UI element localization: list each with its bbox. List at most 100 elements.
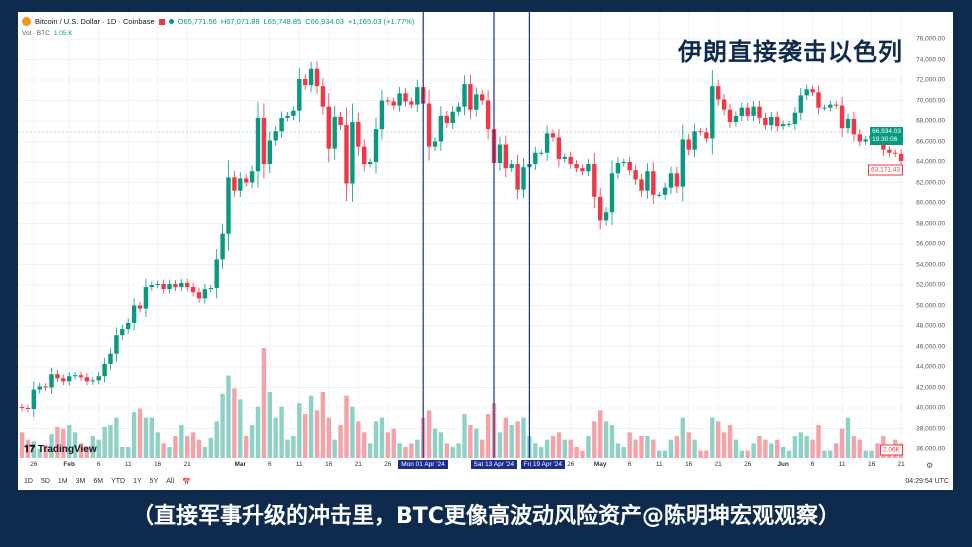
- candle: [804, 89, 809, 96]
- candle: [190, 287, 196, 293]
- y-tick-label: 60,000.00: [916, 199, 945, 207]
- range-button-6m[interactable]: 6M: [93, 478, 104, 485]
- volume-bar: [763, 439, 768, 458]
- event-date-label: Mon 01 Apr '24: [398, 460, 448, 469]
- volume-bar: [397, 443, 402, 458]
- candle: [680, 139, 685, 187]
- y-tick-label: 52,000.00: [916, 281, 945, 289]
- candle: [19, 406, 25, 408]
- candle: [869, 135, 874, 140]
- range-button-ytd[interactable]: YTD: [111, 478, 126, 485]
- candle: [444, 115, 449, 124]
- ohlc-change: +1,165.03 (+1.77%): [347, 17, 415, 26]
- candle: [379, 100, 385, 130]
- volume-bar: [586, 436, 591, 458]
- calendar-icon[interactable]: 📅: [182, 479, 191, 486]
- x-tick-label: 6: [627, 461, 632, 468]
- volume-bar: [167, 447, 172, 458]
- candle: [385, 100, 390, 102]
- candle: [426, 103, 432, 147]
- volume-bar: [161, 443, 166, 458]
- candle: [645, 171, 650, 191]
- volume-bar: [893, 439, 898, 458]
- candle: [137, 305, 143, 309]
- status-dot-icon: [168, 19, 174, 24]
- x-tick-label: Feb: [63, 461, 75, 468]
- candle: [102, 363, 107, 377]
- volume-bar: [356, 421, 361, 458]
- volume-bar: [721, 432, 727, 458]
- volume-bar: [350, 406, 355, 458]
- volume-bar: [108, 425, 113, 458]
- range-button-1d[interactable]: 1D: [24, 478, 33, 485]
- time-axis[interactable]: Mon 01 Apr '24 Sat 13 Apr '24 Fri 19 Apr '…: [18, 458, 905, 472]
- volume-bar: [822, 450, 827, 458]
- candle: [362, 146, 367, 165]
- volume-bar: [273, 417, 278, 458]
- volume-bar: [226, 375, 231, 458]
- settings-icon[interactable]: ⚙: [926, 461, 934, 470]
- candle: [314, 68, 320, 87]
- volume-bar: [544, 439, 550, 458]
- candle: [149, 285, 154, 288]
- candle: [61, 378, 66, 382]
- x-tick-label: 16: [154, 461, 162, 468]
- y-tick-label: 64,000.00: [916, 158, 945, 166]
- candle: [297, 78, 302, 111]
- x-tick-label: 6: [96, 461, 101, 468]
- candle: [84, 377, 90, 382]
- volume-bar: [845, 417, 851, 458]
- price-axis[interactable]: 36,000.00 38,000.00 40,000.00 42,000.00 44,0…: [905, 12, 953, 472]
- range-button-all[interactable]: All: [166, 478, 175, 485]
- volume-bar: [450, 447, 455, 458]
- range-button-1y[interactable]: 1Y: [133, 478, 142, 485]
- candle: [780, 124, 786, 127]
- volume-bar: [739, 450, 744, 458]
- candle: [845, 118, 851, 129]
- volume-bar: [385, 432, 390, 458]
- volume-bar: [851, 436, 857, 458]
- volume-bar: [497, 432, 503, 458]
- bitcoin-logo-icon: [22, 17, 31, 26]
- volume-bar: [692, 439, 697, 458]
- candle: [244, 178, 249, 183]
- candle: [509, 164, 514, 169]
- volume-bar: [373, 421, 379, 458]
- x-tick-label: 11: [838, 461, 846, 468]
- candle: [686, 139, 691, 150]
- candle: [474, 94, 479, 110]
- volume-bar: [521, 417, 526, 458]
- candle: [898, 153, 904, 161]
- volume-bar: [839, 428, 845, 458]
- volume-bar: [67, 425, 72, 458]
- volume-bar: [403, 447, 408, 458]
- volume-bar: [668, 439, 674, 458]
- candle: [43, 386, 48, 388]
- candle: [627, 162, 632, 171]
- candle: [592, 164, 597, 197]
- candle: [568, 156, 573, 165]
- y-tick-label: 58,000.00: [916, 220, 945, 227]
- volume-bar: [627, 432, 632, 458]
- x-tick-label: 21: [354, 461, 362, 468]
- volume-bar: [745, 450, 750, 458]
- volume-bar: [568, 439, 573, 458]
- volume-bar: [320, 392, 326, 458]
- price-chart[interactable]: [18, 12, 905, 458]
- range-button-3m[interactable]: 3M: [75, 478, 86, 485]
- volume-bar: [131, 412, 137, 458]
- volume-bar: [887, 450, 892, 458]
- range-button-5y[interactable]: 5Y: [149, 478, 159, 485]
- volume-bar: [308, 395, 314, 458]
- range-button-5d[interactable]: 5D: [40, 478, 50, 485]
- x-tick-label: 16: [325, 461, 333, 468]
- candle: [267, 140, 272, 165]
- x-tick-label: 11: [655, 461, 663, 468]
- volume-bar: [556, 432, 562, 458]
- range-button-1m[interactable]: 1M: [57, 478, 68, 485]
- candle: [220, 233, 225, 260]
- volume-bar: [480, 439, 485, 458]
- candle: [367, 162, 373, 165]
- symbol-title[interactable]: Bitcoin / U.S. Dollar · 1D · Coinbase: [35, 17, 155, 26]
- candle: [751, 106, 756, 116]
